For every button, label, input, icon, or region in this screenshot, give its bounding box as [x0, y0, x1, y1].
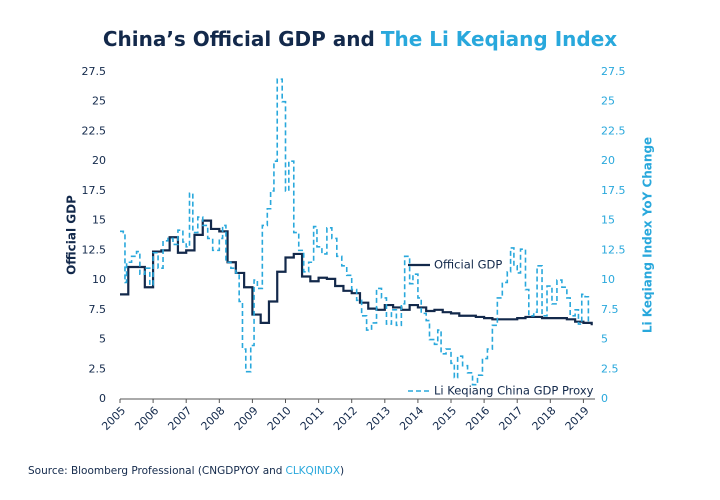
y2-tick-label: 0: [601, 392, 608, 405]
x-tick-label: 2013: [364, 404, 393, 433]
source-part-2: CLKQINDX: [285, 465, 340, 477]
x-tick-label: 2011: [298, 404, 327, 433]
y-tick-label: 17.5: [82, 184, 107, 197]
x-tick-label: 2018: [530, 404, 559, 433]
y-tick-label: 20: [92, 154, 106, 167]
x-tick-label: 2009: [232, 404, 261, 433]
title-part-2: The Li Keqiang Index: [381, 27, 617, 51]
legend-label: Li Keqiang China GDP Proxy: [434, 384, 594, 398]
x-tick-label: 2008: [199, 404, 228, 433]
y2-tick-label: 15: [601, 214, 615, 227]
chart-title: China’s Official GDP and The Li Keqiang I…: [103, 27, 617, 51]
x-tick-label: 2019: [563, 404, 592, 433]
y2-tick-label: 12.5: [601, 243, 626, 256]
y-tick-label: 15: [92, 214, 106, 227]
y-tick-label: 10: [92, 273, 106, 286]
x-tick-label: 2006: [132, 404, 161, 433]
y-tick-label: 5: [99, 333, 106, 346]
y2-axis-label: Li Keqiang Index YoY Change: [641, 137, 655, 333]
y2-tick-label: 5: [601, 333, 608, 346]
y2-tick-label: 17.5: [601, 184, 626, 197]
x-tick-label: 2017: [496, 404, 525, 433]
series-line: [120, 219, 593, 326]
y-axis-label: Official GDP: [65, 195, 79, 275]
x-tick-label: 2012: [331, 404, 360, 433]
y2-tick-label: 2.5: [601, 362, 619, 375]
y2-tick-label: 10: [601, 273, 615, 286]
x-tick-label: 2014: [397, 404, 426, 433]
x-tick-label: 2010: [265, 404, 294, 433]
source: Source: Bloomberg Professional (CNGDPYOY…: [28, 465, 344, 477]
source-part-1: Source: Bloomberg Professional (CNGDPYOY…: [28, 465, 282, 477]
x-tick-label: 2015: [430, 404, 459, 433]
y-tick-label: 2.5: [89, 362, 107, 375]
legend-label: Official GDP: [434, 258, 502, 272]
y2-tick-label: 25: [601, 95, 615, 108]
y-tick-label: 0: [99, 392, 106, 405]
y2-tick-label: 27.5: [601, 65, 626, 78]
y2-tick-label: 7.5: [601, 303, 619, 316]
y-tick-label: 27.5: [82, 65, 107, 78]
y-tick-label: 7.5: [89, 303, 107, 316]
y-tick-label: 25: [92, 95, 106, 108]
title-part-1: China’s Official GDP and: [103, 27, 375, 51]
series-line: [120, 78, 590, 386]
source-part-3: ): [340, 465, 344, 477]
y2-tick-label: 22.5: [601, 124, 626, 137]
y-tick-label: 22.5: [82, 124, 107, 137]
x-tick-label: 2007: [165, 404, 194, 433]
y-tick-label: 12.5: [82, 243, 107, 256]
y2-tick-label: 20: [601, 154, 615, 167]
x-tick-label: 2005: [99, 404, 128, 433]
x-tick-label: 2016: [463, 404, 492, 433]
